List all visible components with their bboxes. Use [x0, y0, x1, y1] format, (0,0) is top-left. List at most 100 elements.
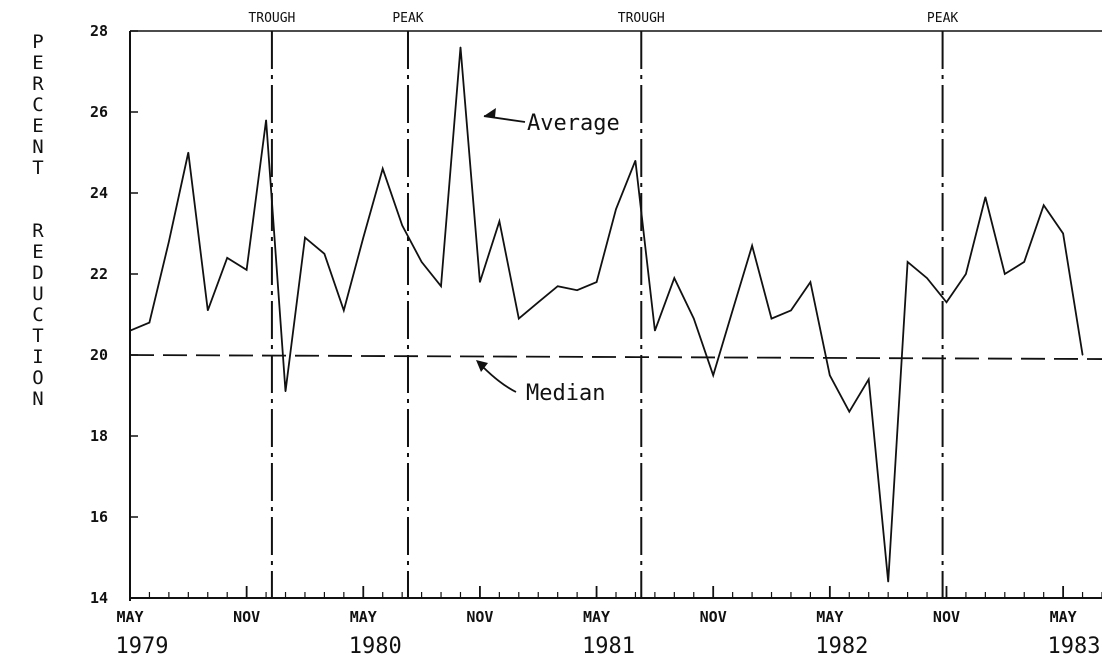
- y-tick-label: 22: [90, 265, 108, 283]
- data-point: [984, 196, 986, 198]
- data-point: [226, 257, 228, 259]
- data-point: [304, 236, 306, 239]
- year-label: 1982: [815, 634, 868, 659]
- x-tick-label: MAY: [350, 608, 377, 626]
- y-tick-label: 16: [90, 508, 108, 526]
- data-point: [965, 273, 967, 275]
- data-point: [421, 261, 423, 263]
- data-point: [576, 289, 578, 291]
- x-tick-label: NOV: [233, 608, 260, 626]
- phase-label: TROUGH: [618, 11, 665, 26]
- y-axis-label-letter: E: [32, 52, 43, 74]
- data-point: [732, 309, 734, 312]
- phase-label: PEAK: [927, 11, 958, 26]
- data-point: [382, 168, 384, 170]
- y-tick-label: 14: [90, 589, 108, 607]
- data-point: [712, 374, 714, 376]
- arrow-head: [483, 108, 496, 119]
- data-point: [790, 309, 792, 312]
- series-line-median: [129, 354, 1102, 360]
- y-axis-label-letter: D: [32, 262, 43, 284]
- annotation-median: Median: [526, 381, 605, 406]
- data-point: [187, 151, 189, 154]
- data-point: [829, 374, 831, 376]
- y-axis-label-letter: T: [32, 157, 43, 179]
- data-point: [693, 317, 695, 320]
- data-point: [673, 277, 675, 279]
- y-tick-label: 28: [90, 22, 108, 40]
- y-axis-label-letter: U: [32, 283, 43, 305]
- data-point: [1081, 354, 1084, 356]
- data-point: [401, 224, 403, 226]
- data-point: [362, 236, 364, 239]
- phase-label: TROUGH: [248, 11, 295, 26]
- x-tick-label: NOV: [933, 608, 960, 626]
- data-point: [615, 208, 617, 210]
- data-point: [868, 378, 870, 380]
- data-point: [1062, 232, 1064, 235]
- y-axis-label-letter: O: [32, 367, 43, 389]
- data-point: [770, 317, 773, 320]
- axes: [129, 30, 1102, 601]
- arrow-head: [476, 360, 488, 372]
- y-tick-label: 26: [90, 103, 108, 121]
- data-point: [129, 330, 131, 332]
- series-line-average: [129, 47, 1084, 582]
- data-point: [809, 281, 812, 283]
- data-point: [323, 253, 325, 255]
- data-point: [557, 285, 559, 287]
- year-label: 1979: [116, 634, 169, 659]
- x-tick-label: MAY: [116, 608, 143, 626]
- y-axis-label-letter: I: [32, 346, 43, 368]
- data-point: [168, 241, 170, 243]
- x-tick-label: MAY: [816, 608, 843, 626]
- y-tick-label: 20: [90, 346, 108, 364]
- data-point: [945, 301, 948, 303]
- data-point: [751, 245, 753, 247]
- annotations: Average Median: [476, 108, 620, 406]
- data-point: [926, 277, 928, 279]
- y-axis-label-letter: T: [32, 325, 43, 347]
- data-point: [518, 317, 520, 320]
- x-tick-label: NOV: [466, 608, 493, 626]
- data-point: [634, 160, 637, 162]
- data-point: [246, 269, 248, 271]
- data-point: [537, 301, 539, 303]
- phase-label: PEAK: [392, 11, 423, 26]
- data-point: [265, 119, 267, 121]
- year-label: 1981: [582, 634, 635, 659]
- data-point: [479, 281, 481, 283]
- y-axis-label-letter: C: [32, 94, 43, 116]
- y-axis-label-letter: R: [32, 73, 44, 95]
- data-point: [440, 285, 442, 287]
- data-point: [207, 309, 209, 312]
- business-cycle-markers: TROUGH PEAK TROUGH PEAK: [248, 11, 958, 598]
- data-point: [1004, 273, 1006, 275]
- y-tick-label: 18: [90, 427, 108, 445]
- x-tick-label: MAY: [583, 608, 610, 626]
- data-point: [848, 411, 850, 413]
- x-axis-labels: MAY NOV MAY NOV MAY NOV MAY NOV MAY 1979 1980 1981 1…: [116, 608, 1101, 659]
- data-point: [459, 46, 462, 48]
- data-point: [1043, 204, 1045, 206]
- series: [129, 46, 1102, 583]
- year-label: 1983: [1048, 634, 1101, 659]
- data-point: [907, 261, 909, 263]
- y-axis-tick-labels: 14 16 18 20 22 24 26 28: [90, 22, 108, 607]
- data-point: [343, 309, 345, 312]
- data-point: [595, 281, 598, 283]
- y-axis-label-letter: N: [32, 136, 43, 158]
- x-tick-label: MAY: [1050, 608, 1077, 626]
- y-axis-label-letter: E: [32, 115, 43, 137]
- y-axis-label-letter: P: [32, 31, 43, 53]
- data-point: [148, 322, 151, 324]
- y-axis-label-letter: N: [32, 388, 43, 410]
- annotation-arrow: [481, 365, 517, 393]
- data-point: [654, 330, 656, 332]
- data-point: [284, 390, 287, 393]
- x-tick-label: NOV: [700, 608, 727, 626]
- y-axis-label-letter: C: [32, 304, 43, 326]
